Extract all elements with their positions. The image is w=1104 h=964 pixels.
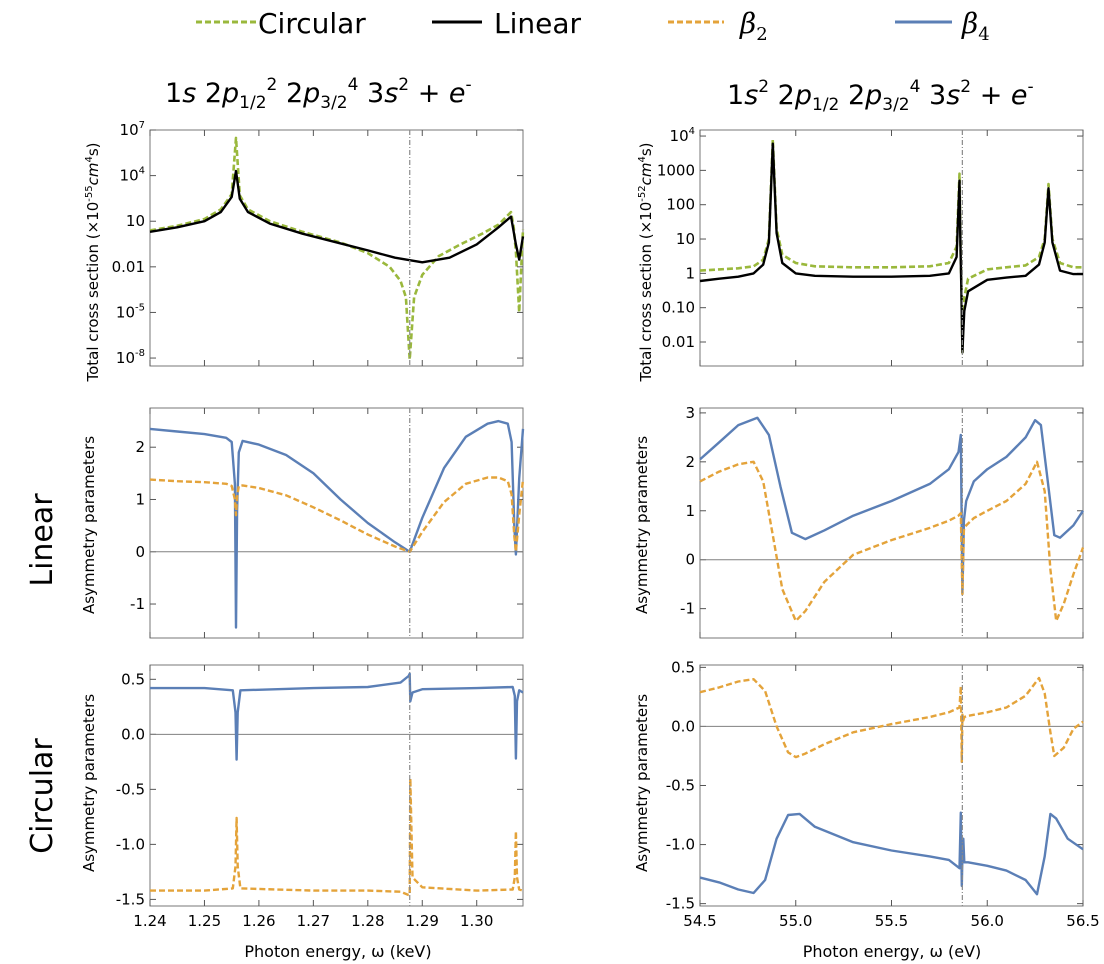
legend: Circular Linear β2 β4 [196, 7, 990, 45]
panel-asym-circular-left: -1.5 -1.0 -0.5 0.0 0.5 1.24 1.25 1.26 1.27 1.28 1.… [116, 664, 524, 930]
xlabel-left: Photon energy, ω (keV) [244, 942, 431, 961]
y-tick-label: 104 [670, 126, 695, 145]
plot-frame [699, 664, 1084, 907]
series-line-beta4 [699, 416, 1085, 596]
series-line-beta2 [150, 777, 524, 897]
y-tick-label: -1.0 [666, 836, 695, 854]
y-tick-label: 104 [120, 166, 145, 185]
y-tick-label: 1 [685, 502, 695, 520]
series-line-circular [699, 138, 1083, 354]
x-tick-label: 1.28 [351, 912, 384, 930]
series-line-linear [699, 142, 1083, 354]
row-label-circular: Circular [25, 738, 60, 854]
y-tick-label: 10-5 [116, 302, 145, 321]
column-title-right: 1s2 2p1/2 2p3/24 3s2 + e- [727, 77, 1034, 115]
series-line-beta2 [149, 476, 525, 553]
legend-item-circular: Circular [196, 7, 366, 40]
plot-frame [699, 407, 1084, 639]
series-line-circular [149, 136, 525, 361]
ylabel-asym-linear-left: Asymmetry parameters [80, 436, 98, 614]
x-tick-label: 1.30 [460, 912, 493, 930]
panel-total-right: 104 1000 100 10 1 0.10 0.01 [657, 126, 1084, 367]
y-tick-label: 0.5 [121, 670, 145, 688]
legend-item-linear: Linear [432, 7, 582, 40]
plot-frame [149, 664, 524, 907]
panel-total-left: 107 104 10 0.01 10-5 10-8 [112, 120, 525, 367]
series-line-beta2 [699, 676, 1084, 764]
y-tick-label: -1.0 [116, 835, 145, 853]
legend-label-linear: Linear [494, 7, 582, 40]
plot-frame [699, 129, 1084, 367]
y-tick-label: -1.5 [116, 890, 145, 908]
ylabel-asym-linear-right: Asymmetry parameters [633, 436, 651, 614]
legend-label-beta2: β2 [739, 7, 768, 45]
y-tick-label: 0 [685, 551, 695, 569]
x-tick-label: 55.5 [875, 912, 908, 930]
series-line-beta2 [699, 460, 1085, 623]
y-tick-label: -0.5 [666, 777, 695, 795]
y-tick-label: 0.5 [671, 658, 695, 676]
panel-asym-circular-right: -1.5 -1.0 -0.5 0.0 0.5 54.5 55.0 55.5 56.0 56.5 [666, 658, 1100, 930]
legend-label-circular: Circular [258, 7, 366, 40]
y-tick-label: 100 [666, 196, 695, 214]
y-tick-label: 1 [685, 264, 695, 282]
series-line-beta4 [699, 811, 1084, 896]
x-tick-label: 1.27 [297, 912, 330, 930]
plot-frame [149, 129, 524, 367]
panel-asym-linear-left: -1 0 1 2 [130, 407, 525, 639]
x-tick-label: 56.0 [971, 912, 1004, 930]
plot-frame [149, 407, 524, 639]
x-tick-label: 1.24 [133, 912, 166, 930]
y-tick-label: 1 [135, 490, 145, 508]
x-tick-label: 55.0 [779, 912, 812, 930]
x-tick-label: 56.5 [1066, 912, 1099, 930]
panel-asym-linear-right: -1 0 1 2 3 [680, 404, 1085, 639]
y-tick-label: 10 [126, 212, 145, 230]
x-tick-label: 54.5 [683, 912, 716, 930]
legend-item-beta4: β4 [895, 7, 990, 45]
y-tick-label: 2 [685, 453, 695, 471]
series-line-beta4 [149, 419, 525, 629]
y-tick-label: -0.5 [116, 780, 145, 798]
x-tick-label: 1.26 [242, 912, 275, 930]
y-tick-label: 0.0 [671, 717, 695, 735]
y-tick-label: 2 [135, 438, 145, 456]
legend-label-beta4: β4 [961, 7, 990, 45]
x-tick-label: 1.29 [406, 912, 439, 930]
y-tick-label: 0.0 [121, 725, 145, 743]
y-tick-label: 3 [685, 404, 695, 422]
legend-item-beta2: β2 [668, 7, 768, 45]
xlabel-right: Photon energy, ω (eV) [803, 942, 982, 961]
ylabel-asym-circular-left: Asymmetry parameters [80, 694, 98, 872]
y-tick-label: 1000 [657, 161, 695, 179]
ylabel-total-left: Total cross section (×10-55cm4s) [84, 142, 102, 382]
y-tick-label: 10 [676, 230, 695, 248]
y-tick-label: 0 [135, 543, 145, 561]
y-tick-label: -1.5 [666, 895, 695, 913]
column-title-left: 1s 2p1/22 2p3/24 3s2 + e- [165, 75, 472, 113]
series-line-linear [149, 169, 525, 264]
ylabel-total-right: Total cross section (×10-52cm4s) [637, 142, 655, 382]
row-label-linear: Linear [25, 493, 60, 587]
y-tick-label: 10-8 [116, 348, 145, 367]
series-line-beta4 [150, 672, 524, 761]
y-tick-label: -1 [680, 600, 695, 618]
y-tick-label: 0.10 [662, 299, 695, 317]
ylabel-asym-circular-right: Asymmetry parameters [633, 694, 651, 872]
y-tick-label: 0.01 [662, 333, 695, 351]
y-tick-label: -1 [130, 595, 145, 613]
x-tick-label: 1.25 [188, 912, 221, 930]
y-tick-label: 0.01 [112, 258, 145, 276]
y-tick-label: 107 [120, 120, 145, 139]
